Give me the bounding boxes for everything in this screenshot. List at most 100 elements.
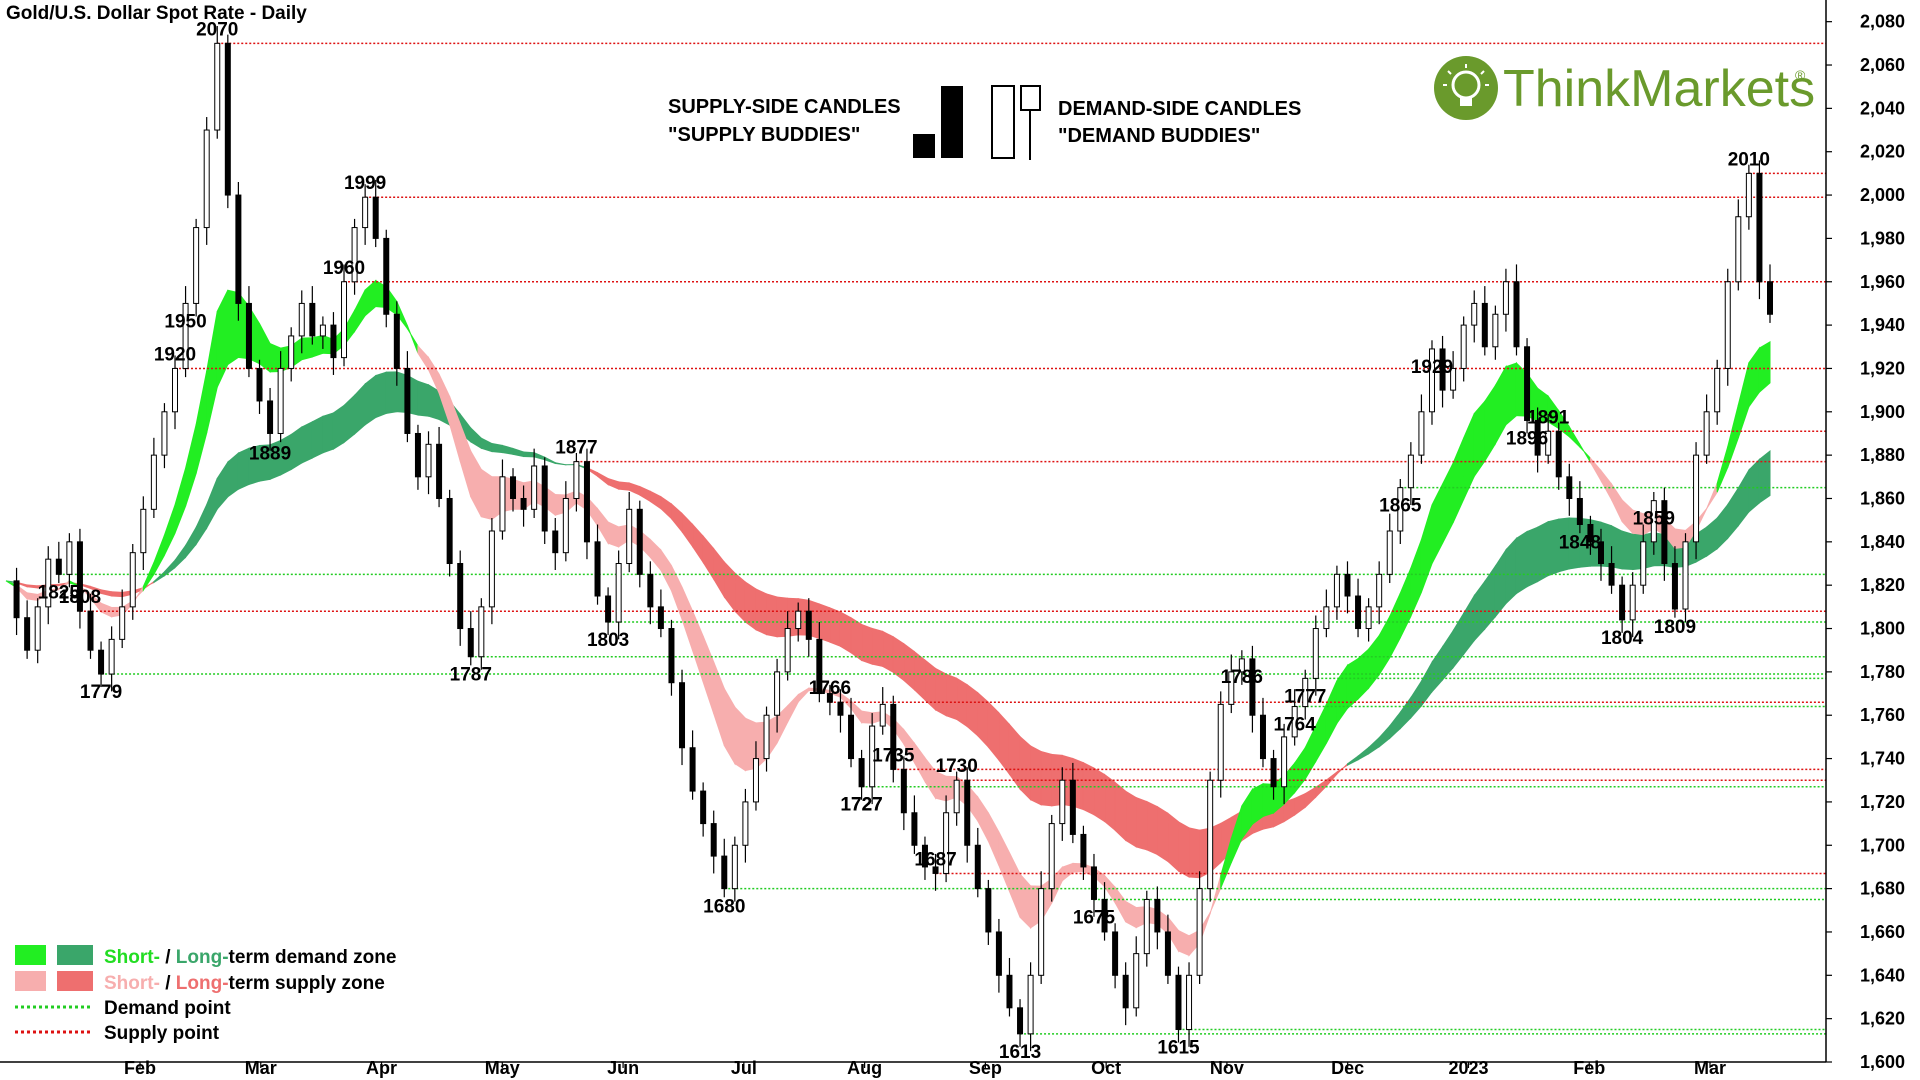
long-term-zone xyxy=(322,412,334,454)
demand-buddies-label: "DEMAND BUDDIES" xyxy=(1058,125,1260,147)
candle-body xyxy=(1355,595,1362,630)
candle-body xyxy=(1407,454,1414,489)
candle-body xyxy=(1745,172,1752,218)
x-tick-label: Nov xyxy=(1210,1058,1244,1078)
svg-text:Short- / Long-term supply zone: Short- / Long-term supply zone xyxy=(104,973,385,994)
candle-body xyxy=(774,671,781,716)
candle-body xyxy=(309,302,316,337)
candle-body xyxy=(700,790,707,825)
candle-body xyxy=(531,465,538,510)
candle-body xyxy=(1587,523,1594,543)
candle-body xyxy=(1006,974,1013,1009)
candle-body xyxy=(890,703,897,770)
price-annotation: 1766 xyxy=(809,678,851,699)
candle-body xyxy=(330,324,337,359)
candle-body xyxy=(1376,573,1383,608)
candle-body xyxy=(277,367,284,434)
short-term-zone xyxy=(1262,783,1275,818)
candle-body xyxy=(1524,346,1531,421)
y-tick-label: 1,820 xyxy=(1860,575,1905,595)
long-term-zone xyxy=(1515,530,1528,595)
candle-body xyxy=(1428,348,1435,413)
price-annotation: 2010 xyxy=(1728,149,1770,170)
long-term-zone xyxy=(1156,805,1169,863)
candle-body xyxy=(404,367,411,434)
candle-body xyxy=(1302,677,1309,708)
candle-body xyxy=(1323,606,1330,630)
candle-body xyxy=(172,367,179,413)
y-tick-label: 1,940 xyxy=(1860,315,1905,335)
price-annotation: 1786 xyxy=(1221,667,1263,688)
candle-body xyxy=(1143,898,1150,955)
candle-body xyxy=(1513,281,1520,348)
short-term-zone xyxy=(1251,782,1264,826)
candle-body xyxy=(1196,888,1203,976)
candle-body xyxy=(1228,671,1235,705)
candle-body xyxy=(425,443,432,478)
price-annotation: 1865 xyxy=(1379,496,1422,517)
candle-body xyxy=(541,465,548,532)
long-term-zone xyxy=(1135,796,1148,851)
long-term-zone xyxy=(1146,800,1158,856)
long-term-zone xyxy=(1547,518,1560,577)
short-term-zone xyxy=(861,710,873,724)
candle-body xyxy=(1661,500,1668,565)
candle-body xyxy=(1270,758,1277,788)
candle-body xyxy=(1312,628,1319,679)
candle-body xyxy=(1344,573,1351,597)
long-term-zone xyxy=(1030,745,1042,806)
y-tick-label: 1,980 xyxy=(1860,228,1905,248)
candle-body xyxy=(214,42,221,131)
candle-body xyxy=(245,302,252,369)
x-tick-label: 2023 xyxy=(1448,1058,1488,1078)
long-term-zone xyxy=(111,591,123,598)
candle-body xyxy=(1217,703,1224,781)
short-term-zone xyxy=(26,592,39,601)
short-term-zone xyxy=(734,705,746,772)
long-term-zone xyxy=(935,667,947,717)
candle-body xyxy=(1576,497,1583,525)
candle-body xyxy=(45,558,52,608)
candle-body xyxy=(795,610,802,630)
candle-body xyxy=(1714,367,1721,413)
candle-body xyxy=(805,610,812,640)
candle-body xyxy=(24,617,31,651)
long-term-zone xyxy=(1040,750,1053,807)
candle-body xyxy=(1703,411,1710,456)
y-tick-label: 1,860 xyxy=(1860,488,1905,508)
y-tick-label: 1,760 xyxy=(1860,705,1905,725)
candle-body xyxy=(731,844,738,890)
candle-body xyxy=(552,530,559,554)
short-term-zone xyxy=(607,521,620,548)
brand-registered: ® xyxy=(1795,67,1806,83)
candle-body xyxy=(224,42,231,196)
candle-body xyxy=(1175,974,1182,1030)
price-annotation: 1809 xyxy=(1654,617,1696,638)
long-term-zone xyxy=(385,371,398,415)
candle-body xyxy=(636,508,643,575)
price-annotation: 1950 xyxy=(164,311,206,332)
y-tick-label: 2,040 xyxy=(1860,98,1905,118)
candle-body xyxy=(1555,430,1562,478)
y-tick-label: 1,640 xyxy=(1860,965,1905,985)
y-tick-label: 2,080 xyxy=(1860,12,1905,32)
y-tick-label: 1,920 xyxy=(1860,358,1905,378)
long-term-zone xyxy=(818,603,831,643)
candle-body xyxy=(573,461,580,499)
long-term-zone xyxy=(332,404,345,450)
x-tick-label: May xyxy=(485,1058,520,1078)
long-term-zone xyxy=(1104,773,1116,832)
long-term-zone xyxy=(301,421,313,464)
short-term-zone xyxy=(269,342,282,373)
candle-body xyxy=(1418,411,1425,456)
long-term-zone xyxy=(1537,520,1549,583)
candle-body xyxy=(721,855,728,890)
price-annotation: 1730 xyxy=(936,756,978,777)
candle-body xyxy=(288,335,295,369)
candle-body xyxy=(436,443,443,499)
candle-body xyxy=(372,196,379,239)
candle-body xyxy=(752,758,759,803)
price-annotation: 1896 xyxy=(1506,428,1548,449)
candle-body xyxy=(848,714,855,760)
candle-body xyxy=(626,508,633,565)
